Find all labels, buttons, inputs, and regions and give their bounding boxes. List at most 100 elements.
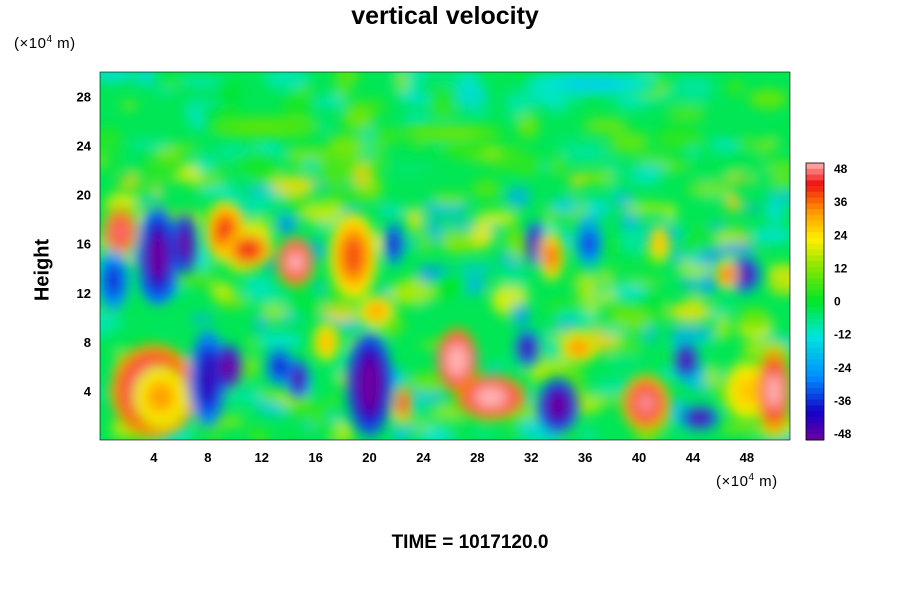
- y-tick-label: 24: [77, 139, 92, 154]
- texture-cell: [516, 113, 539, 139]
- x-tick-label: 8: [204, 450, 211, 465]
- texture-cell: [214, 83, 243, 101]
- texture-cell: [715, 314, 731, 340]
- heatmap-features: [100, 72, 790, 438]
- heatmap-cell: [287, 251, 304, 273]
- heatmap-cell: [570, 341, 587, 355]
- texture-cell: [569, 173, 584, 188]
- texture-cell: [770, 276, 789, 296]
- texture-cell: [249, 425, 269, 440]
- texture-cell: [580, 428, 596, 440]
- texture-cell: [276, 433, 315, 440]
- colorbar-segment: [806, 359, 824, 366]
- colorbar-segment: [806, 301, 824, 308]
- colorbar-segment: [806, 347, 824, 354]
- texture-cell: [395, 72, 408, 94]
- texture-cell: [281, 93, 315, 118]
- texture-cell: [126, 153, 138, 167]
- colorbar-segment: [806, 266, 824, 274]
- colorbar-segment: [806, 388, 824, 395]
- texture-cell: [407, 372, 451, 394]
- x-tick-label: 12: [254, 450, 268, 465]
- heatmap-cell: [149, 234, 167, 278]
- texture-cell: [631, 164, 667, 175]
- y-tick-label: 28: [77, 90, 91, 105]
- texture-cell: [746, 203, 758, 214]
- y-tick-label: 4: [84, 384, 92, 399]
- texture-cell: [102, 327, 139, 353]
- heatmap-cell: [222, 356, 234, 377]
- texture-cell: [582, 117, 628, 134]
- texture-cell: [283, 189, 307, 215]
- colorbar-tick-label: -12: [834, 328, 852, 342]
- texture-cell: [416, 299, 433, 312]
- colorbar-segment: [806, 307, 824, 314]
- texture-cell: [624, 203, 670, 214]
- texture-cell: [506, 186, 531, 208]
- texture-cell: [711, 140, 740, 151]
- heatmap-cell: [426, 129, 474, 138]
- colorbar-tick-label: 48: [834, 162, 848, 176]
- texture-cell: [655, 131, 704, 150]
- texture-cell: [549, 154, 566, 177]
- texture-cell: [439, 235, 475, 253]
- colorbar-segment: [806, 220, 824, 227]
- texture-cell: [628, 174, 662, 185]
- texture-cell: [287, 400, 328, 421]
- colorbar-segment: [806, 434, 824, 441]
- texture-cell: [726, 78, 745, 96]
- texture-cell: [462, 103, 491, 124]
- texture-cell: [513, 303, 529, 329]
- colorbar-segment: [806, 197, 824, 204]
- texture-cell: [313, 119, 331, 133]
- colorbar-segment: [806, 313, 824, 320]
- heatmap-cell: [273, 357, 286, 375]
- texture-cell: [127, 139, 172, 150]
- texture-cell: [372, 127, 402, 145]
- colorbar-segment: [806, 289, 824, 297]
- texture-cell: [620, 228, 651, 255]
- colorbar-frame: [805, 162, 825, 441]
- colorbar-segment: [806, 341, 824, 349]
- heatmap-cell: [199, 357, 217, 401]
- texture-cell: [170, 272, 219, 287]
- texture-cell: [197, 105, 226, 114]
- colorbar-segment: [806, 232, 824, 239]
- heatmap-cell: [521, 339, 533, 357]
- texture-cell: [155, 84, 174, 98]
- x-tick-label: 48: [740, 450, 754, 465]
- heatmap-cell: [654, 235, 664, 252]
- colorbar-segment: [806, 226, 824, 233]
- heatmap-cell: [546, 245, 557, 267]
- colorbar-segment: [806, 411, 824, 418]
- texture-cell: [371, 142, 385, 156]
- texture-cell: [271, 175, 317, 196]
- texture-cell: [311, 97, 339, 108]
- heatmap-cell: [721, 267, 732, 281]
- colorbar-segment: [806, 168, 824, 176]
- texture-cell: [765, 197, 786, 224]
- texture-cell: [576, 275, 599, 297]
- x-tick-label: 20: [362, 450, 376, 465]
- x-tick-label: 4: [150, 450, 158, 465]
- colorbar-segment: [806, 336, 824, 343]
- colorbar-segment: [806, 180, 824, 187]
- texture-cell: [470, 425, 495, 437]
- texture-cell: [694, 249, 725, 265]
- chart-title: vertical velocity: [351, 2, 539, 30]
- texture-cell: [303, 158, 319, 173]
- colorbar-segment: [806, 191, 824, 199]
- texture-cell: [738, 308, 771, 330]
- texture-cell: [430, 193, 470, 206]
- texture-cell: [728, 151, 761, 167]
- colorbar-segment: [806, 243, 824, 251]
- colorbar-segment: [806, 214, 824, 222]
- colorbar-segment: [806, 324, 824, 331]
- texture-cell: [549, 197, 580, 214]
- heatmap-cell: [766, 372, 782, 410]
- texture-cell: [399, 92, 434, 106]
- colorbar-segment: [806, 238, 824, 245]
- texture-cell: [193, 244, 212, 271]
- time-label: TIME = 1017120.0: [391, 532, 549, 553]
- texture-cell: [689, 155, 737, 182]
